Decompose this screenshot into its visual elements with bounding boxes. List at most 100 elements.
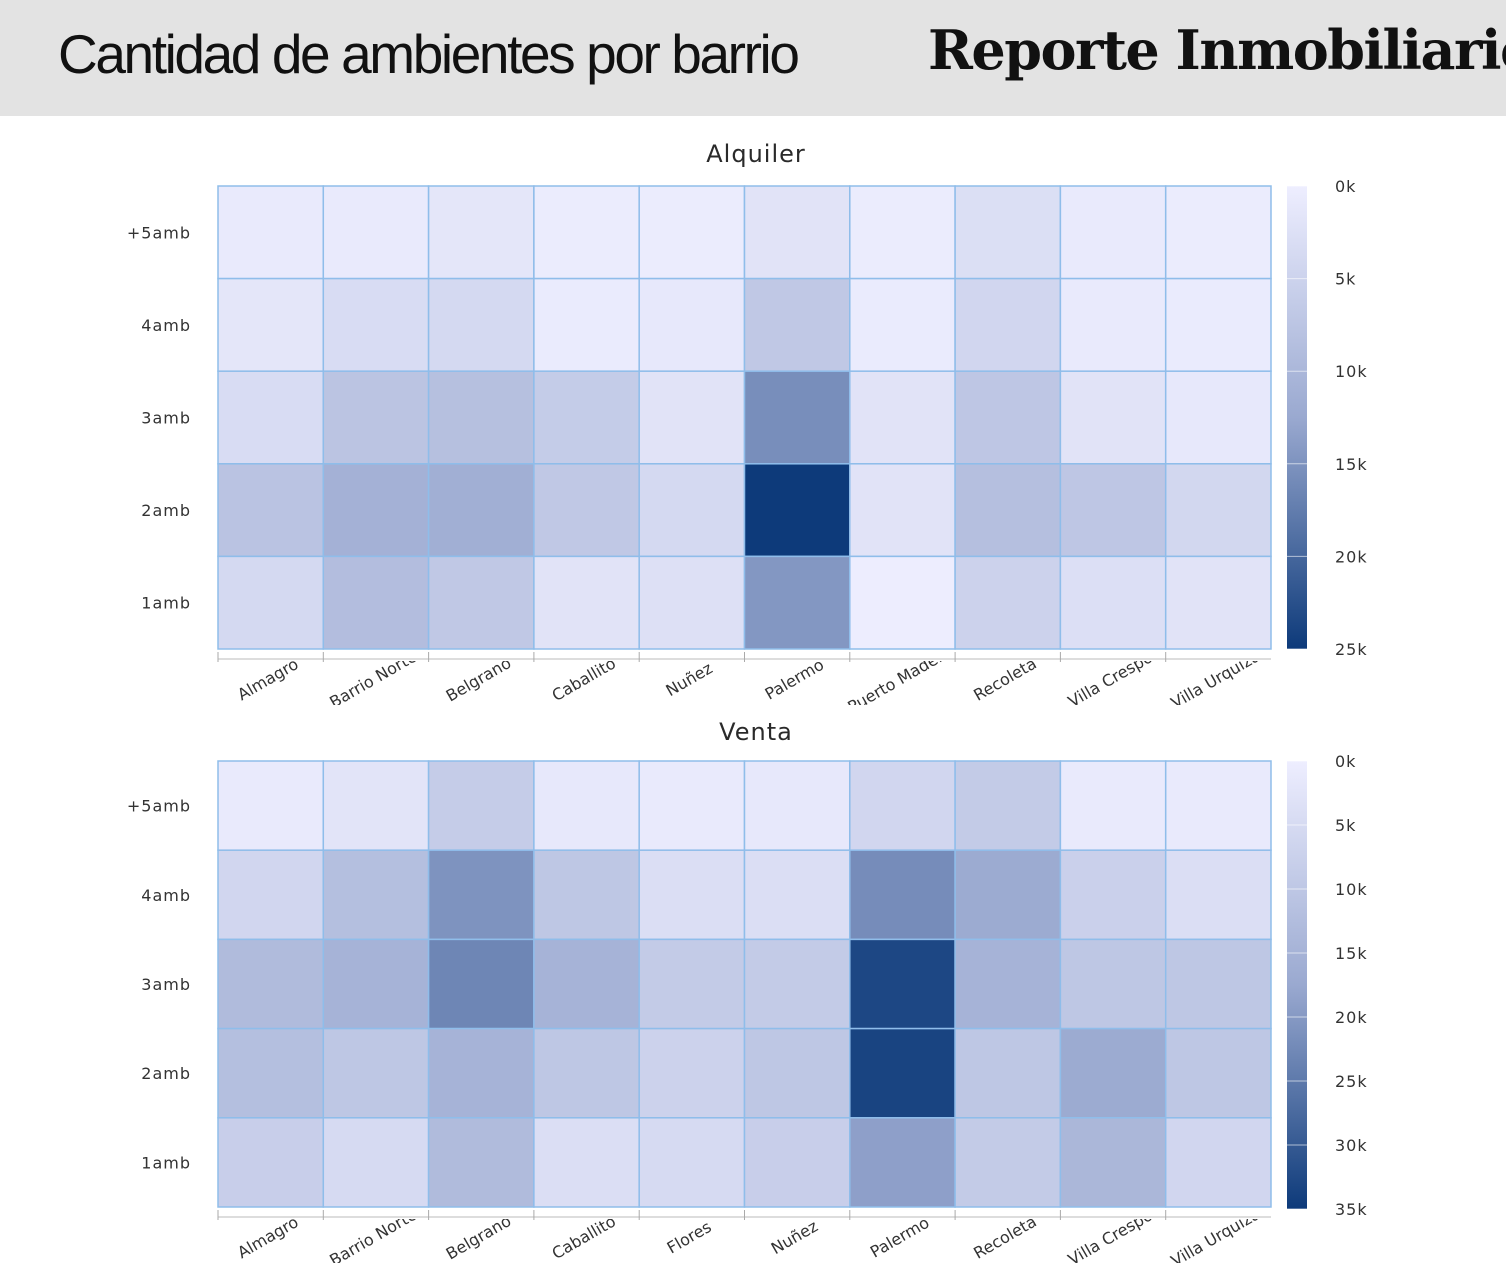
heatmap-cell-4amb-almagro: [217, 849, 325, 941]
heatmap-cell-1amb-belgrano: [427, 555, 535, 650]
chart-title: Venta: [719, 718, 793, 746]
x-tick-label-palermo: Palermo: [867, 1213, 933, 1262]
heatmap-cell-3amb-barrio-norte: [322, 370, 430, 465]
x-tick-label-villa-crespo: Villa Crespo: [1065, 647, 1156, 706]
heatmap-cell-2amb-villa-urquiza: [1164, 463, 1272, 558]
x-axis: [217, 652, 1271, 662]
heatmap-cell-1amb-barrio-norte: [322, 1117, 430, 1208]
heatmap-cell-3amb-belgrano: [427, 370, 535, 465]
colorbar-label-20k: 20k: [1335, 1008, 1368, 1027]
x-tick-label-villa-urquiza: Villa Urquiza: [1168, 646, 1264, 706]
heatmap-cell-2amb-villa-crespo: [1059, 463, 1167, 558]
heatmap-cell-1amb-nunez: [638, 555, 746, 650]
heatmap-venta: Venta +5amb 4amb 3amb 2amb 1amb Almagro Barrio …: [127, 718, 1368, 1270]
heatmap-cell-1amb-palermo: [743, 555, 851, 650]
heatmap-cell-3amb-almagro: [217, 370, 325, 465]
heatmap-cell-5amb-palermo: [743, 185, 851, 280]
heatmap-cell-5amb-puerto-madero: [849, 185, 956, 280]
heatmap-cell-1amb-belgrano: [427, 1117, 535, 1208]
colorbar-label-5k: 5k: [1335, 270, 1356, 289]
heatmap-cell-5amb-villa-crespo: [1059, 760, 1167, 851]
colorbar-label-0k: 0k: [1335, 177, 1356, 196]
x-tick-label-barrio-norte: Barrio Norte: [326, 647, 420, 706]
heatmap-cell-1amb-flores: [638, 1117, 746, 1208]
heatmap-cell-4amb-palermo: [743, 277, 851, 372]
heatmap-cell-1amb-recoleta: [954, 555, 1062, 650]
chart-title: Alquiler: [706, 140, 806, 168]
heatmap-cell-3amb-palermo: [849, 938, 956, 1030]
heatmap-cell-2amb-belgrano: [427, 463, 535, 558]
x-tick-label-villa-crespo: Villa Crespo: [1065, 1205, 1156, 1269]
heatmap-cell-4amb-barrio-norte: [322, 849, 430, 941]
colorbar-label-15k: 15k: [1335, 455, 1368, 474]
heatmap-cell-4amb-belgrano: [427, 849, 535, 941]
heatmap-cell-1amb-caballito: [533, 1117, 640, 1208]
heatmap-cell-5amb-belgrano: [427, 185, 535, 280]
heatmap-cell-5amb-flores: [638, 760, 746, 851]
heatmap-cell-1amb-nunez: [743, 1117, 851, 1208]
colorbar: [1287, 186, 1307, 649]
colorbar-label-0k: 0k: [1335, 752, 1356, 771]
heatmap-cell-2amb-palermo: [849, 1027, 956, 1119]
colorbar-label-25k: 25k: [1335, 640, 1368, 659]
row-label-1amb: 1amb: [141, 594, 191, 613]
row-label-3amb: 3amb: [141, 409, 191, 428]
heatmap-cell-1amb-villa-crespo: [1059, 1117, 1167, 1208]
heatmap-cell-3amb-nunez: [743, 938, 851, 1030]
heatmap-cell-2amb-villa-urquiza: [1164, 1027, 1272, 1119]
x-axis: [217, 1210, 1271, 1220]
heatmap-cell-5amb-caballito: [533, 760, 640, 851]
heatmap-cell-5amb-nunez: [743, 760, 851, 851]
heatmap-cell-4amb-villa-crespo: [1059, 277, 1167, 372]
row-label-4amb: 4amb: [141, 886, 191, 905]
x-tick-labels: Almagro Barrio Norte Belgrano Caballito Flor…: [234, 1204, 1264, 1270]
heatmap-cell-5amb-barrio-norte: [322, 185, 430, 280]
brand-logo: Reporte Inmobiliario®: [928, 18, 1506, 82]
heatmap-cell-2amb-nunez: [638, 463, 746, 558]
row-label-3amb: 3amb: [141, 975, 191, 994]
heatmap-cell-2amb-palermo: [743, 463, 851, 558]
row-label-4amb: 4amb: [141, 316, 191, 335]
heatmap-cell-3amb-recoleta: [954, 938, 1062, 1030]
heatmap-cell-4amb-puerto-madero: [849, 277, 956, 372]
heatmap-cell-5amb-recoleta: [954, 760, 1062, 851]
heatmap-cell-5amb-caballito: [533, 185, 640, 280]
heatmap-cell-4amb-villa-urquiza: [1164, 849, 1272, 941]
colorbar-label-25k: 25k: [1335, 1072, 1368, 1091]
heatmap-cell-2amb-caballito: [533, 1027, 640, 1119]
heatmap-cell-4amb-almagro: [217, 277, 325, 372]
heatmap-cell-5amb-villa-urquiza: [1164, 760, 1272, 851]
heatmap-cell-3amb-puerto-madero: [849, 370, 956, 465]
heatmap-cell-4amb-recoleta: [954, 849, 1062, 941]
colorbar-label-10k: 10k: [1335, 362, 1368, 381]
heatmap-cell-3amb-villa-crespo: [1059, 370, 1167, 465]
x-tick-label-belgrano: Belgrano: [443, 1211, 515, 1263]
colorbar-label-5k: 5k: [1335, 816, 1356, 835]
heatmap-cell-3amb-villa-crespo: [1059, 938, 1167, 1030]
heatmap-cell-2amb-villa-crespo: [1059, 1027, 1167, 1119]
heatmap-cell-3amb-palermo: [743, 370, 851, 465]
heatmap-cell-4amb-recoleta: [954, 277, 1062, 372]
heatmap-cell-1amb-villa-urquiza: [1164, 1117, 1272, 1208]
heatmap-cell-1amb-almagro: [217, 555, 325, 650]
colorbar-label-35k: 35k: [1335, 1200, 1368, 1219]
heatmap-cell-4amb-belgrano: [427, 277, 535, 372]
heatmap-cell-2amb-caballito: [533, 463, 640, 558]
heatmap-cell-5amb-almagro: [217, 185, 325, 280]
heatmap-cell-1amb-villa-crespo: [1059, 555, 1167, 650]
heatmap-cell-2amb-recoleta: [954, 1027, 1062, 1119]
x-tick-label-barrio-norte: Barrio Norte: [326, 1205, 420, 1270]
heatmap-alquiler: Alquiler +5amb 4amb 3amb 2amb 1amb Almagro Barr…: [127, 140, 1368, 706]
x-tick-label-almagro: Almagro: [234, 654, 301, 704]
heatmap-cell-3amb-caballito: [533, 938, 640, 1030]
x-tick-label-villa-urquiza: Villa Urquiza: [1168, 1204, 1264, 1270]
row-label-5amb: +5amb: [127, 797, 191, 816]
colorbar-label-20k: 20k: [1335, 547, 1368, 566]
heatmap-cell-3amb-nunez: [638, 370, 746, 465]
heatmap-cell-1amb-almagro: [217, 1117, 325, 1208]
heatmap-cell-3amb-villa-urquiza: [1164, 938, 1272, 1030]
x-tick-label-belgrano: Belgrano: [443, 653, 515, 705]
row-label-2amb: 2amb: [141, 501, 191, 520]
row-label-2amb: 2amb: [141, 1064, 191, 1083]
heatmap-cell-2amb-flores: [638, 1027, 746, 1119]
